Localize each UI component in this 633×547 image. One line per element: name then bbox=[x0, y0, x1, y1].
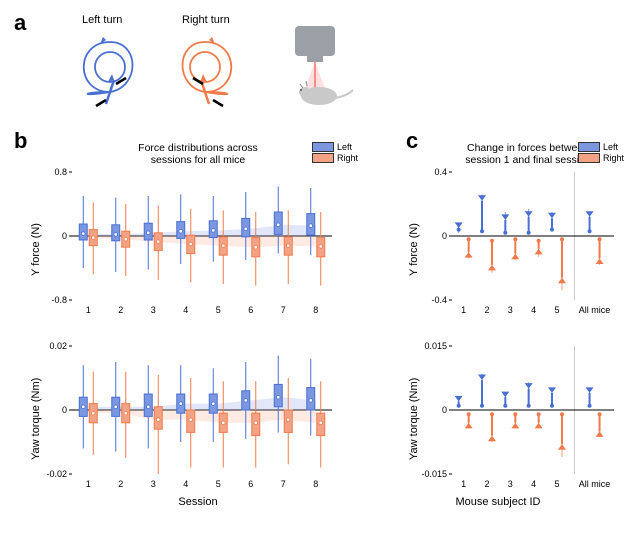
panel-label-b: b bbox=[14, 128, 27, 154]
right-turn-label: Right turn bbox=[182, 14, 230, 26]
svg-text:3: 3 bbox=[151, 305, 156, 315]
svg-text:4: 4 bbox=[531, 305, 536, 315]
svg-text:0: 0 bbox=[62, 405, 67, 415]
panel-b-yforce-chart: Force distributions acrosssessions for a… bbox=[58, 166, 338, 316]
svg-text:2: 2 bbox=[118, 305, 123, 315]
panel-c-torque-svg: -0.01500.01512345All mice bbox=[438, 340, 618, 490]
panel-a-diagram: Left turn Right turn bbox=[60, 16, 400, 116]
panel-b-title: Force distributions acrosssessions for a… bbox=[58, 142, 338, 166]
svg-text:4: 4 bbox=[183, 479, 188, 489]
svg-text:3: 3 bbox=[151, 479, 156, 489]
svg-text:2: 2 bbox=[484, 479, 489, 489]
svg-text:7: 7 bbox=[281, 479, 286, 489]
svg-text:7: 7 bbox=[281, 305, 286, 315]
panel-c-torque-chart: Yaw torque (Nm) -0.01500.01512345All mic… bbox=[438, 340, 618, 490]
svg-text:0.8: 0.8 bbox=[54, 167, 67, 177]
panel-b-xlabel: Session bbox=[58, 496, 338, 508]
panel-b-torque-ylabel: Yaw torque (Nm) bbox=[30, 378, 42, 460]
mouse-camera-icon bbox=[295, 26, 353, 105]
panel-b-torque-chart: Yaw torque (Nm) -0.0200.0212345678 Sessi… bbox=[58, 340, 338, 490]
svg-text:-0.02: -0.02 bbox=[46, 469, 67, 479]
svg-text:5: 5 bbox=[216, 305, 221, 315]
svg-text:2: 2 bbox=[118, 479, 123, 489]
panel-c-yforce-chart: Change in forces betweensession 1 and fi… bbox=[438, 166, 618, 316]
legend-right-c: Right bbox=[578, 153, 624, 163]
panel-b-title-text: Force distributions acrosssessions for a… bbox=[138, 142, 258, 166]
legend-left-c: Left bbox=[578, 142, 624, 152]
svg-text:3: 3 bbox=[508, 479, 513, 489]
svg-text:5: 5 bbox=[216, 479, 221, 489]
svg-text:0.02: 0.02 bbox=[49, 341, 67, 351]
svg-text:0: 0 bbox=[442, 405, 447, 415]
svg-text:8: 8 bbox=[313, 479, 318, 489]
legend-right: Right bbox=[312, 153, 358, 163]
panel-c-xlabel: Mouse subject ID bbox=[428, 496, 568, 508]
panel-b-legend: Left Right bbox=[312, 142, 358, 164]
svg-text:-0.015: -0.015 bbox=[421, 469, 447, 479]
svg-text:5: 5 bbox=[554, 305, 559, 315]
svg-text:4: 4 bbox=[531, 479, 536, 489]
svg-text:1: 1 bbox=[86, 305, 91, 315]
svg-text:-0.8: -0.8 bbox=[51, 295, 67, 305]
svg-text:2: 2 bbox=[484, 305, 489, 315]
panel-label-a: a bbox=[14, 10, 26, 36]
panel-c-legend: Left Right bbox=[578, 142, 624, 164]
svg-text:0: 0 bbox=[442, 231, 447, 241]
panel-c-yforce-svg: -0.400.412345All mice bbox=[438, 166, 618, 316]
panel-a-svg bbox=[60, 16, 400, 116]
panel-c-title-text: Change in forces betweensession 1 and fi… bbox=[465, 142, 591, 166]
panel-c-yforce-ylabel: Y force (N) bbox=[408, 223, 420, 276]
panel-b-yforce-svg: -0.800.812345678 bbox=[58, 166, 338, 316]
svg-text:3: 3 bbox=[508, 305, 513, 315]
panel-label-c: c bbox=[406, 128, 418, 154]
svg-text:-0.4: -0.4 bbox=[431, 295, 447, 305]
panel-b-yforce-ylabel: Y force (N) bbox=[30, 223, 42, 276]
svg-text:1: 1 bbox=[461, 305, 466, 315]
left-turn-label: Left turn bbox=[82, 14, 122, 26]
svg-text:0.015: 0.015 bbox=[424, 341, 447, 351]
svg-text:1: 1 bbox=[86, 479, 91, 489]
legend-left: Left bbox=[312, 142, 358, 152]
svg-text:All mice: All mice bbox=[579, 305, 611, 315]
panel-c-torque-ylabel: Yaw torque (Nm) bbox=[408, 378, 420, 460]
svg-text:4: 4 bbox=[183, 305, 188, 315]
svg-text:6: 6 bbox=[248, 479, 253, 489]
svg-text:5: 5 bbox=[554, 479, 559, 489]
svg-text:6: 6 bbox=[248, 305, 253, 315]
figure-root: a b c Left turn Right turn bbox=[10, 10, 623, 537]
svg-text:All mice: All mice bbox=[579, 479, 611, 489]
panel-b-torque-svg: -0.0200.0212345678 bbox=[58, 340, 338, 490]
svg-text:1: 1 bbox=[461, 479, 466, 489]
svg-text:0.4: 0.4 bbox=[434, 167, 447, 177]
svg-text:8: 8 bbox=[313, 305, 318, 315]
svg-text:0: 0 bbox=[62, 231, 67, 241]
